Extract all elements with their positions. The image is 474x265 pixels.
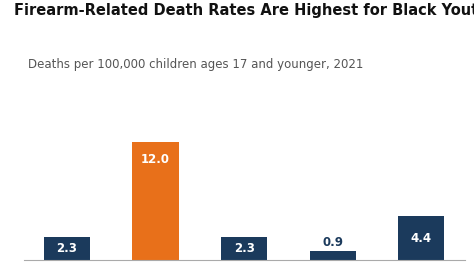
Text: 12.0: 12.0 [141, 153, 170, 166]
Text: 4.4: 4.4 [411, 232, 432, 245]
Text: 0.9: 0.9 [322, 236, 343, 249]
Bar [310, 251, 356, 260]
Text: 2.3: 2.3 [56, 242, 77, 255]
Text: Firearm-Related Death Rates Are Highest for Black Youth: Firearm-Related Death Rates Are Highest … [14, 3, 474, 18]
Bar [398, 217, 445, 260]
Text: Deaths per 100,000 children ages 17 and younger, 2021: Deaths per 100,000 children ages 17 and … [28, 58, 364, 71]
Bar [132, 142, 179, 260]
Bar [221, 237, 267, 260]
Bar [44, 237, 90, 260]
Text: 2.3: 2.3 [234, 242, 255, 255]
